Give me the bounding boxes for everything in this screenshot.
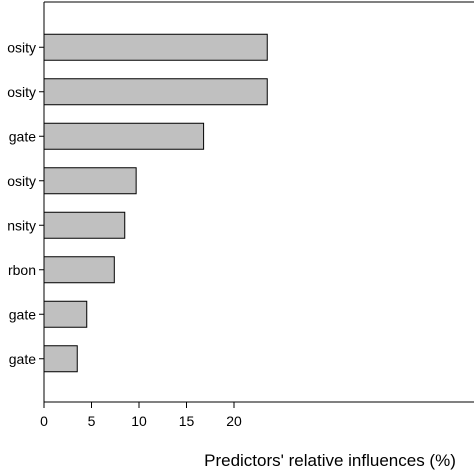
x-tick-label-15: 15 [179,413,195,429]
x-tick-label-0: 0 [40,413,48,429]
category-label-8: gate [9,351,36,367]
x-tick-label-20: 20 [226,413,242,429]
category-labels: osity osity gate osity nsity rbon gate gate [7,39,44,367]
bar-7 [43,300,88,328]
plot-frame [43,1,474,403]
bar-6 [43,256,115,284]
bar-1 [43,33,268,61]
bar-3 [43,122,205,150]
x-tick-label-10: 10 [131,413,147,429]
category-label-2: osity [7,84,36,100]
category-label-4: osity [7,173,36,189]
x-tick-label-5: 5 [88,413,96,429]
bar-4 [43,167,137,195]
category-label-3: gate [9,128,36,144]
bar-5 [43,211,126,239]
bar-2 [43,78,268,106]
category-label-6: rbon [8,262,36,278]
x-axis-title: Predictors' relative influences (%) [204,451,456,470]
x-axis: 0 5 10 15 20 [40,402,242,429]
category-label-1: osity [7,39,36,55]
bars [43,33,268,373]
bar-8 [43,345,78,373]
category-label-5: nsity [7,217,36,233]
category-label-7: gate [9,306,36,322]
